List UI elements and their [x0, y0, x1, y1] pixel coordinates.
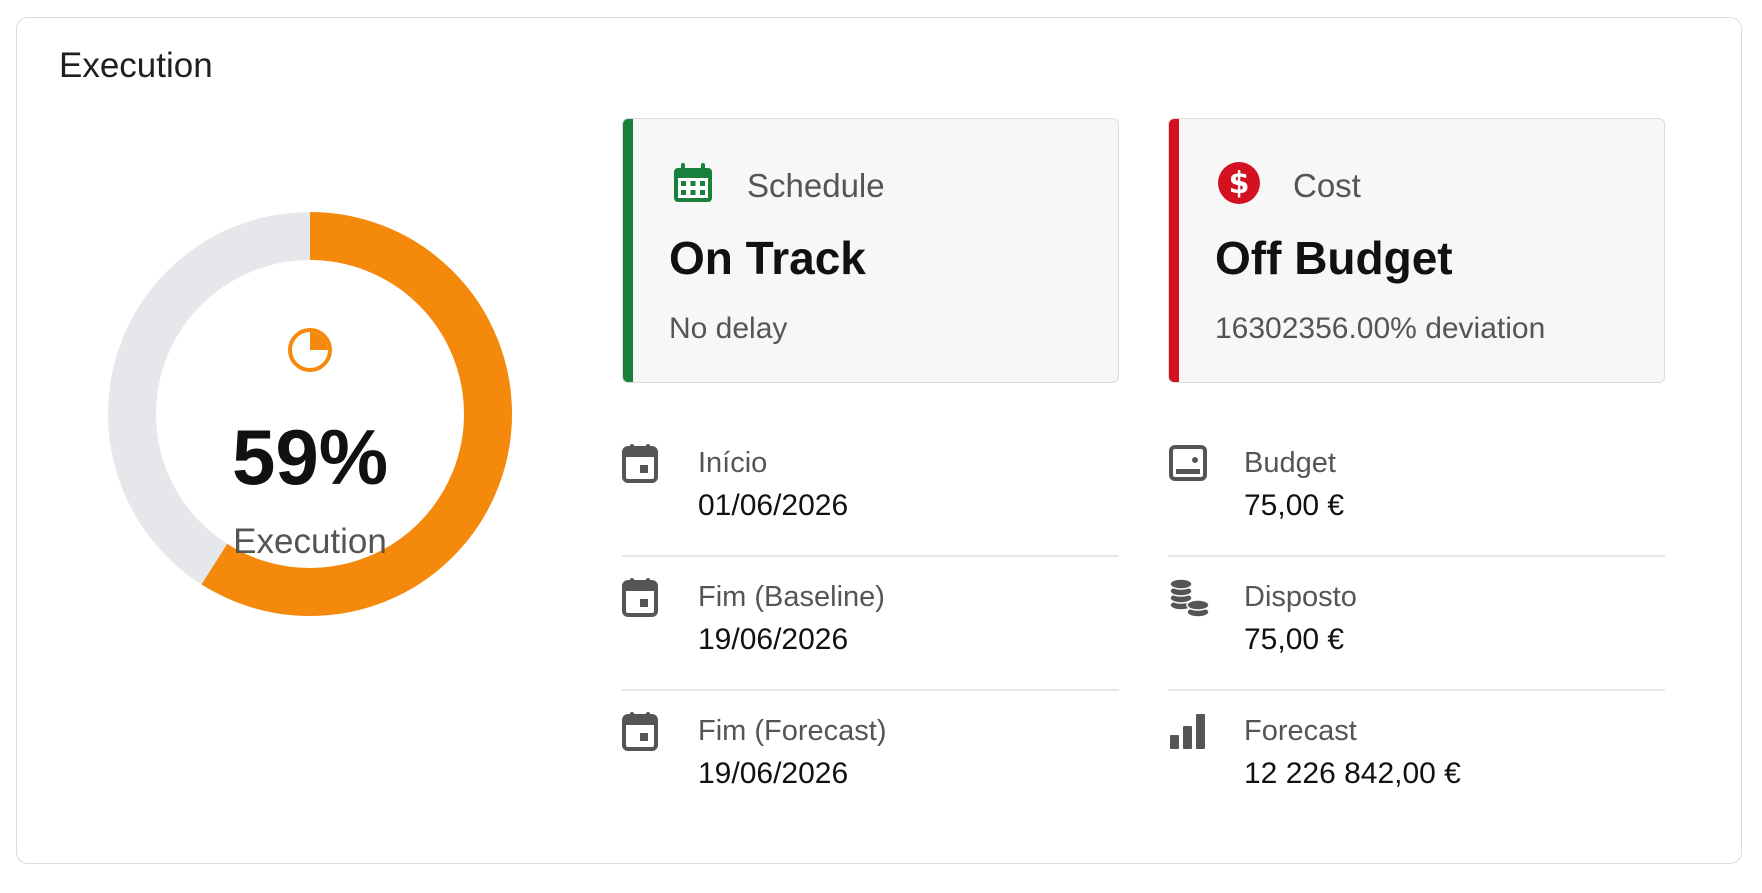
calendar-icon	[622, 443, 658, 488]
svg-text:$: $	[1229, 166, 1250, 201]
cost-row-budget: Budget 75,00 €	[1168, 423, 1665, 557]
schedule-row-start: Início 01/06/2026	[622, 423, 1119, 557]
row-value: 01/06/2026	[698, 489, 849, 522]
row-label: Início	[698, 447, 768, 479]
row-label: Fim (Baseline)	[698, 581, 885, 613]
execution-card: Execution 59% Execution	[16, 17, 1742, 864]
cost-row-forecast: Forecast 12 226 842,00 €	[1168, 691, 1665, 825]
execution-donut: 59% Execution	[65, 204, 555, 694]
wallet-icon	[1168, 443, 1208, 488]
cost-label: Cost	[1293, 167, 1361, 204]
cost-values-list: Budget 75,00 € Disposto 75,00 €	[1168, 423, 1665, 825]
schedule-row-end-baseline: Fim (Baseline) 19/06/2026	[622, 557, 1119, 691]
cost-accent-bar	[1169, 119, 1179, 382]
coins-icon	[1168, 577, 1212, 626]
row-value: 19/06/2026	[698, 757, 849, 790]
execution-percent: 59%	[231, 413, 389, 501]
dollar-circle-icon: $	[1217, 161, 1261, 210]
row-value: 75,00 €	[1244, 623, 1345, 656]
row-label: Fim (Forecast)	[698, 715, 887, 747]
calendar-grid-icon	[671, 161, 715, 210]
row-value: 75,00 €	[1244, 489, 1345, 522]
card-title: Execution	[59, 46, 213, 85]
cost-status-box: $ Cost Off Budget 16302356.00% deviation	[1168, 118, 1665, 383]
cost-row-disposto: Disposto 75,00 €	[1168, 557, 1665, 691]
schedule-accent-bar	[623, 119, 633, 382]
cost-status: Off Budget	[1215, 232, 1453, 284]
schedule-status-box: Schedule On Track No delay	[622, 118, 1119, 383]
bar-chart-icon	[1168, 711, 1208, 756]
row-value: 12 226 842,00 €	[1244, 757, 1461, 790]
schedule-row-end-forecast: Fim (Forecast) 19/06/2026	[622, 691, 1119, 825]
row-label: Disposto	[1244, 581, 1357, 613]
calendar-icon	[622, 711, 658, 756]
row-value: 19/06/2026	[698, 623, 849, 656]
donut-chart	[108, 212, 512, 616]
schedule-detail: No delay	[669, 312, 788, 345]
donut-progress-arc	[108, 212, 512, 616]
row-label: Forecast	[1244, 715, 1357, 747]
schedule-label: Schedule	[747, 167, 885, 204]
row-label: Budget	[1244, 447, 1336, 479]
cost-detail: 16302356.00% deviation	[1215, 312, 1546, 345]
execution-label: Execution	[233, 522, 387, 561]
calendar-icon	[622, 577, 658, 622]
schedule-dates-list: Início 01/06/2026 Fim (Baseline) 19/06/2…	[622, 423, 1119, 825]
schedule-status: On Track	[669, 232, 866, 284]
